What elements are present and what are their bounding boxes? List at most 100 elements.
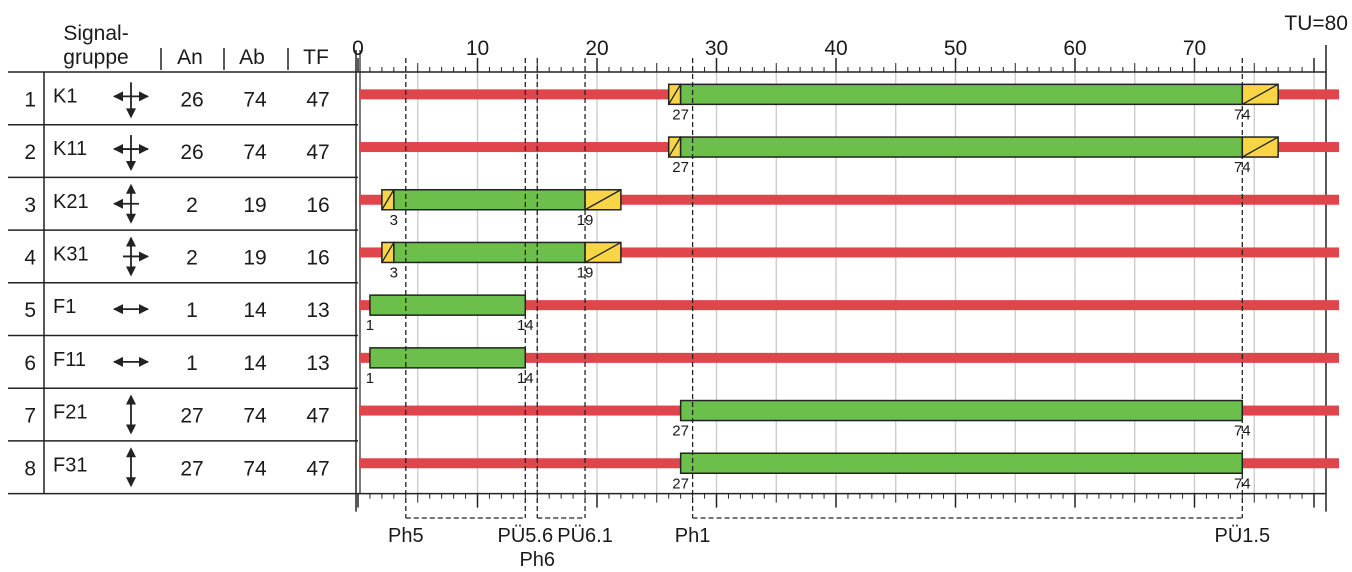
arrow-head: [126, 161, 136, 172]
axis-tick-label: 20: [585, 37, 608, 60]
signal-bar-row: 27 74: [359, 83, 1339, 123]
signal-bar-row: 1 14: [359, 347, 1339, 387]
signal-group-row: 2 K11 26 74 47: [24, 135, 330, 172]
amber-diagonal: [584, 189, 622, 211]
green-phase-bar: [393, 189, 586, 211]
arrow-head: [113, 144, 123, 155]
phase-label: PÜ1.5: [1215, 525, 1271, 547]
signal-group-name: K21: [53, 191, 89, 213]
signal-group-name: K31: [53, 243, 89, 265]
phase-label: PÜ6.1: [557, 525, 613, 547]
header-off: Ab: [239, 46, 265, 69]
red-amber-diagonal: [668, 136, 682, 158]
arrow-head: [139, 91, 149, 102]
green-start-marker: 27: [672, 159, 689, 176]
header-on: An: [177, 46, 203, 69]
green-off-time: 14: [243, 352, 267, 375]
red-amber-diagonal: [381, 242, 395, 263]
direction-arrow-icon: [113, 82, 149, 119]
arrow-head: [126, 394, 136, 405]
signal-group-row: 5 F1 1 14 13: [24, 296, 329, 322]
signal-bar-row: 27 74: [359, 399, 1339, 440]
green-phase-bar: [369, 347, 527, 369]
arrow-head: [126, 213, 136, 224]
arrow-head: [126, 183, 136, 194]
green-end-marker: 19: [577, 264, 594, 281]
signal-group-row: 8 F31 27 74 47: [24, 447, 330, 488]
axis-tick-label: 0: [352, 37, 364, 60]
green-duration: 16: [306, 194, 329, 217]
header-signal-group-line1: Signal-: [63, 22, 128, 45]
green-duration: 47: [306, 141, 329, 164]
direction-arrow-icon: [113, 304, 149, 315]
row-number: 1: [24, 88, 36, 111]
green-duration: 47: [306, 405, 329, 428]
signal-group-row: 4 K31 2 19 16: [24, 236, 330, 277]
row-number: 4: [24, 246, 36, 269]
green-on-time: 27: [180, 405, 203, 428]
green-duration: 13: [306, 299, 329, 322]
phase-label: Ph1: [675, 525, 711, 547]
axis-tick-label: 30: [705, 37, 728, 60]
arrow-head: [113, 304, 123, 315]
arrow-head: [139, 144, 149, 155]
red-amber-diagonal: [668, 84, 682, 105]
red-phase-bar: [359, 300, 1339, 311]
green-phase-bar: [679, 452, 1244, 474]
green-phase-bar: [393, 241, 586, 264]
red-phase-bar: [359, 352, 1339, 363]
green-on-time: 26: [180, 88, 203, 111]
green-end-marker: 74: [1234, 159, 1251, 176]
cycle-time-label: TU=80: [1284, 12, 1348, 35]
green-phase-bar: [679, 136, 1244, 158]
row-number: 5: [24, 299, 36, 322]
direction-arrow-icon: [126, 394, 136, 435]
green-off-time: 74: [243, 88, 267, 111]
axis-tick-label: 70: [1183, 37, 1206, 60]
direction-arrow-icon: [113, 356, 149, 367]
row-number: 7: [24, 405, 36, 428]
arrow-head: [113, 91, 123, 102]
signal-group-name: K1: [53, 85, 77, 107]
time-axis: 0 10 20 30 40 50 60 70: [352, 37, 1327, 512]
green-start-marker: 27: [672, 475, 689, 492]
green-off-time: 74: [243, 405, 267, 428]
phase-label: PÜ5.6: [498, 525, 554, 547]
signal-bar-row: 3 19: [359, 241, 1339, 281]
row-number: 6: [24, 352, 36, 375]
green-on-time: 2: [186, 246, 198, 269]
green-phase-bar: [679, 399, 1244, 422]
green-phase-bar: [679, 83, 1244, 106]
arrow-head: [139, 356, 149, 367]
axis-tick-label: 60: [1063, 37, 1086, 60]
arrow-head: [113, 198, 123, 209]
signal-group-row: 7 F21 27 74 47: [24, 394, 330, 435]
phase-boundary-lines: [405, 58, 1243, 518]
green-start-marker: 27: [672, 423, 689, 440]
signal-group-name: F11: [53, 349, 86, 371]
signal-bar-row: 3 19: [359, 189, 1339, 229]
direction-arrow-icon: [113, 135, 149, 172]
axis-tick-label: 10: [466, 37, 489, 60]
green-start-marker: 27: [672, 106, 689, 123]
green-on-time: 1: [186, 352, 198, 375]
arrow-head: [139, 304, 149, 315]
signal-group-row: 6 F11 1 14 13: [24, 349, 329, 375]
arrow-head: [126, 477, 136, 488]
phase-label: Ph5: [388, 525, 424, 547]
arrow-head: [126, 447, 136, 458]
direction-arrow-icon: [123, 236, 149, 277]
row-number: 2: [24, 141, 36, 164]
green-start-marker: 1: [366, 317, 374, 334]
signal-group-row: 1 K1 26 74 47: [24, 82, 330, 119]
axis-tick-label: 50: [944, 37, 967, 60]
green-off-time: 19: [243, 246, 266, 269]
arrow-head: [113, 356, 123, 367]
green-off-time: 14: [243, 299, 267, 322]
time-grid: [417, 72, 1315, 494]
green-start-marker: 1: [366, 370, 374, 387]
green-duration: 47: [306, 457, 329, 480]
